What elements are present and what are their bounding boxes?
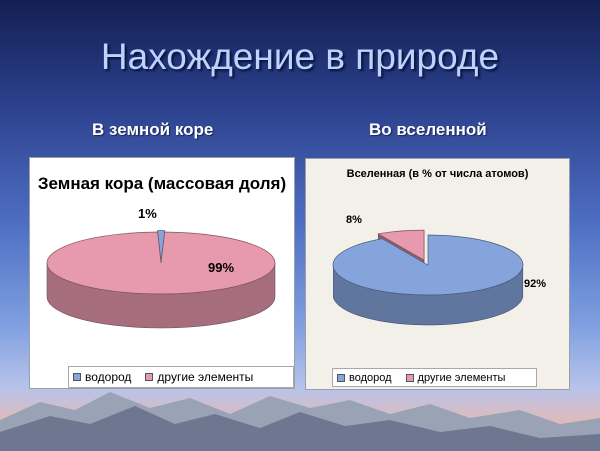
- pie-chart-earth-crust: 1% 99%: [46, 206, 276, 329]
- legend-label-hydrogen-universe: водород: [349, 371, 392, 384]
- legend-swatch-others: [145, 373, 154, 381]
- data-label-others-universe: 8%: [346, 214, 362, 226]
- legend-item-hydrogen-universe: водород: [337, 372, 392, 384]
- data-label-hydrogen-universe: 92%: [524, 278, 546, 290]
- slide-title: Нахождение в природе: [100, 36, 500, 77]
- mountain-range-front: [0, 406, 600, 451]
- legend-swatch-hydrogen-universe: [337, 373, 345, 382]
- chart-universe: 92% 8% Вселенная (в % от числа атомов) в…: [305, 158, 570, 390]
- pie-earth-slice-0: [157, 230, 166, 262]
- data-label-others-earth: 99%: [208, 260, 234, 275]
- legend-earth-crust: водород другие элементы: [68, 366, 294, 388]
- legend-swatch-hydrogen: [73, 373, 81, 381]
- legend-label-hydrogen: водород: [85, 370, 132, 384]
- chart-title-universe: Вселенная (в % от числа атомов): [346, 168, 529, 180]
- pie-chart-universe: 92% 8%: [332, 214, 546, 326]
- chart-title-earth-crust: Земная кора (массовая доля): [37, 174, 287, 193]
- pie-right-group: [332, 229, 524, 326]
- legend-universe: водород другие элементы: [332, 368, 537, 387]
- pie-universe-slice-1: [377, 229, 425, 261]
- legend-item-hydrogen: водород: [73, 370, 131, 384]
- heading-earth-crust: В земной коре: [92, 120, 214, 139]
- legend-label-others: другие элементы: [157, 370, 254, 384]
- mountains-decoration: [0, 392, 600, 451]
- legend-label-others-universe: другие элементы: [417, 371, 506, 384]
- chart-earth-crust: 1% 99% Земная кора (массовая доля) водор…: [29, 157, 295, 389]
- pie-universe-slice-0: [332, 234, 524, 296]
- pie-earth-slice-1: [46, 231, 276, 295]
- pie-left-group: [46, 230, 276, 329]
- data-label-hydrogen-earth: 1%: [138, 206, 157, 221]
- legend-swatch-others-universe: [405, 373, 414, 382]
- heading-universe: Во вселенной: [369, 120, 487, 139]
- legend-item-others: другие элементы: [145, 370, 253, 384]
- legend-item-others-universe: другие элементы: [405, 371, 506, 384]
